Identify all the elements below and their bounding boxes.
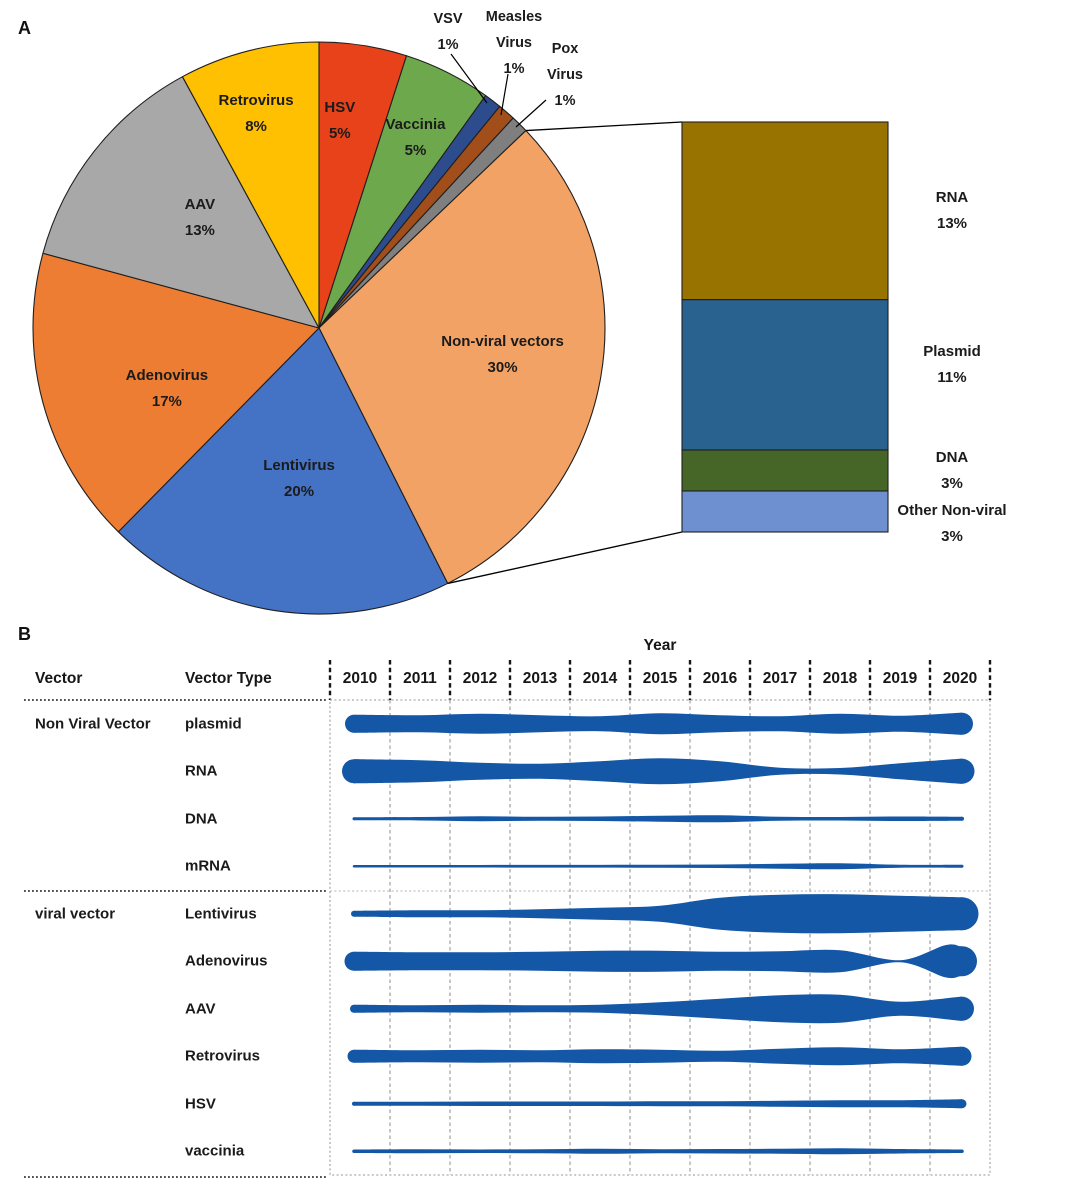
pie-slice-lentivirus [117,327,449,615]
row-label-aav: AAV [185,1000,216,1018]
year-header-2015: 2015 [642,670,678,687]
stream-dna-left-cap [352,817,356,821]
row-label-mrna: mRNA [185,857,231,875]
row-label-retrovirus: Retrovirus [185,1047,261,1065]
stream-dna [353,815,966,823]
stream-hsv-left-cap [352,1101,356,1106]
pie-callout-label-vsv: VSV 1% [433,11,463,53]
stream-lentivirus-left-cap [351,910,357,917]
stream-plasmid-left-cap [345,714,363,733]
bar-segment-dna [681,449,889,492]
row-label-adenovirus: Adenovirus [185,952,268,970]
stream-rna-right-cap [949,758,975,784]
stream-hsv-right-cap [957,1099,967,1109]
row-label-lentivirus: Lentivirus [185,905,257,923]
stream-aav-left-cap [350,1004,358,1013]
breakout-connector-top [525,121,683,132]
stream-aav [353,994,966,1024]
year-header-2011: 2011 [403,670,437,687]
year-header-2013: 2013 [522,670,558,687]
stream-plasmid-right-cap [951,712,973,735]
bar-label-plasmid: Plasmid 11% [923,343,981,386]
group-label-non-viral-vector: Non Viral Vector [35,715,151,733]
pie-leader-line-vsv [450,53,488,104]
row-label-hsv: HSV [185,1095,216,1113]
year-header-2010: 2010 [342,670,378,687]
plot-border [329,699,991,1176]
timeline-year-title: Year [643,637,677,654]
pie-leader-line-pox-virus [515,99,547,128]
stream-adenovirus-right-cap [947,946,977,977]
pie-slice-non-viral-vectors [318,129,606,584]
year-header-2012: 2012 [462,670,498,687]
bar-label-other-non-viral: Other Non-viral 3% [897,502,1007,545]
pie-callout-label-measles-virus: Measles Virus 1% [485,9,543,77]
year-header-2018: 2018 [822,670,858,687]
row-label-vaccinia: vaccinia [185,1142,245,1160]
pie-label-aav: AAV 13% [184,196,216,240]
stream-adenovirus-left-cap [344,951,364,971]
stream-adenovirus [353,944,962,979]
stream-vaccinia-left-cap [352,1149,356,1153]
stream-lentivirus [353,894,966,934]
stream-dna-right-cap [960,816,964,821]
pie-label-adenovirus: Adenovirus 17% [125,367,209,411]
stream-retrovirus [353,1046,966,1066]
year-header-2014: 2014 [582,670,618,687]
panel-a-label: A [18,18,31,38]
stream-rna-left-cap [342,759,366,784]
stream-rna [353,758,966,785]
bar-segment-rna [681,121,889,301]
stream-mrna-left-cap [352,865,356,868]
year-header-2019: 2019 [882,670,918,687]
bar-label-dna: DNA 3% [935,449,969,492]
group-label-viral-vector: viral vector [35,905,116,923]
pie-label-lentivirus: Lentivirus 20% [263,456,335,500]
year-header-2016: 2016 [702,670,738,687]
timeline-col-vector: Vector [35,670,83,687]
stream-retrovirus-right-cap [952,1046,972,1066]
year-header-2017: 2017 [762,670,798,687]
pie-callout-label-pox-virus: Pox Virus 1% [546,41,584,109]
panel-b-label: B [18,624,31,644]
bar-segment-other-non-viral [681,490,889,533]
row-label-plasmid: plasmid [185,715,242,733]
pie-label-hsv: HSV 5% [324,98,356,142]
pie-slice-retrovirus [181,41,320,329]
breakout-connector-bottom [447,531,683,585]
stream-plasmid [353,712,966,735]
bar-segment-plasmid [681,299,889,451]
pie-leader-line-measles-virus [500,73,509,116]
row-label-rna: RNA [185,762,218,780]
pie-label-vaccinia: Vaccinia 5% [385,116,446,160]
stream-lentivirus-right-cap [945,897,979,931]
stream-hsv [353,1099,966,1109]
stream-retrovirus-left-cap [347,1049,361,1063]
pie-slice-aav [42,76,320,329]
stream-aav-right-cap [950,996,974,1021]
stream-mrna [353,863,966,870]
timeline-col-vector-type: Vector Type [185,670,272,687]
stream-mrna-right-cap [960,864,964,868]
bar-label-rna: RNA 13% [935,189,969,232]
pie-label-non-viral-vectors: Non-viral vectors 30% [441,332,564,376]
row-label-dna: DNA [185,810,218,828]
pie-slice-adenovirus [32,252,320,533]
year-header-2020: 2020 [942,670,978,687]
stream-vaccinia [353,1148,966,1155]
pie-label-retrovirus: Retrovirus 8% [218,91,294,135]
stream-vaccinia-right-cap [960,1149,964,1153]
